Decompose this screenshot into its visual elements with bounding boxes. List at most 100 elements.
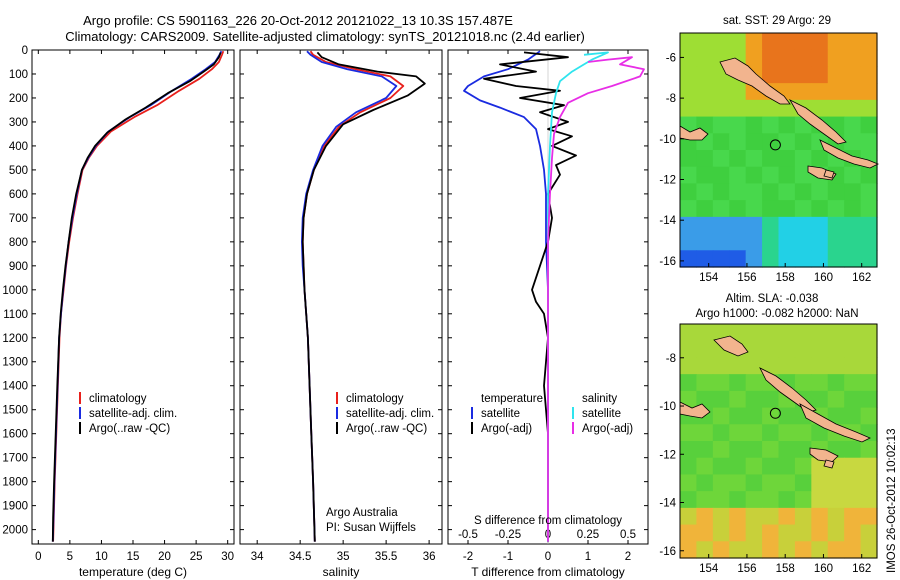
map-cell bbox=[860, 357, 878, 375]
map-cell bbox=[712, 133, 730, 151]
map-y-tick-label: -10 bbox=[659, 134, 676, 146]
map-cell bbox=[794, 133, 812, 151]
island-small-2 bbox=[823, 459, 835, 469]
map-cell bbox=[680, 457, 698, 476]
x-tick-label: 5 bbox=[67, 551, 73, 563]
figure-title-line1: Argo profile: CS 5901163_226 20-Oct-2012… bbox=[83, 13, 513, 28]
map-cell bbox=[811, 374, 829, 392]
map-cell bbox=[844, 200, 862, 218]
sst-map-axes: 154 156 158 160 162 -6 -8 -10 -12 -14 -16 bbox=[659, 52, 871, 284]
map-cell bbox=[729, 116, 747, 134]
map-cell bbox=[680, 424, 698, 442]
map-cell bbox=[811, 250, 829, 268]
map-cell bbox=[729, 183, 747, 201]
map-cell bbox=[680, 541, 698, 559]
map-cell bbox=[827, 524, 845, 542]
legend-climatology-label: climatology bbox=[89, 393, 147, 405]
map-cell bbox=[729, 83, 747, 101]
s-diff-tick-label: 0.25 bbox=[577, 529, 599, 541]
map-cell bbox=[844, 99, 862, 118]
map-cell bbox=[680, 183, 698, 201]
map-cell bbox=[844, 374, 862, 392]
map-cell bbox=[712, 250, 730, 268]
map-cell bbox=[762, 457, 780, 476]
map-cell bbox=[745, 491, 763, 509]
map-cell bbox=[827, 66, 845, 84]
map-y-tick-label: -14 bbox=[659, 215, 676, 227]
map-cell bbox=[778, 441, 796, 459]
sla-map-axes: 154 156 158 160 162 -8 -10 -12 -14 -16 bbox=[659, 353, 871, 575]
legend-satellite-label: satellite-adj. clim. bbox=[89, 408, 177, 420]
depth-tick-label: 900 bbox=[9, 261, 28, 273]
map-cell bbox=[827, 324, 845, 342]
map-cell bbox=[794, 83, 812, 101]
map-cell bbox=[794, 491, 812, 509]
map-cell bbox=[794, 200, 812, 218]
map-x-tick-label: 154 bbox=[699, 272, 719, 284]
map-cell bbox=[762, 340, 780, 359]
x-tick-label: -2 bbox=[463, 551, 473, 563]
map-cell bbox=[762, 233, 780, 251]
map-cell bbox=[729, 424, 747, 442]
series-line bbox=[547, 56, 645, 542]
s-diff-tick-label: 0.5 bbox=[620, 529, 636, 541]
map-cell bbox=[811, 474, 829, 492]
map-cell bbox=[794, 507, 812, 526]
map-y-tick-label: -12 bbox=[659, 175, 676, 187]
map-cell bbox=[680, 524, 698, 542]
map-cell bbox=[729, 33, 747, 51]
map-cell bbox=[778, 324, 796, 342]
temperature-panel: 0100200300400500600700800900100011001200… bbox=[2, 45, 235, 579]
map-cell bbox=[696, 33, 714, 51]
difference-depth-ticks bbox=[448, 49, 648, 531]
s-diff-tick-label: -0.25 bbox=[495, 529, 521, 541]
sla-map-title-line1: Altim. SLA: -0.038 bbox=[726, 293, 819, 305]
map-cell bbox=[762, 541, 780, 559]
map-cell bbox=[844, 233, 862, 251]
legend-t-satellite-label: satellite bbox=[481, 408, 520, 420]
map-cell bbox=[778, 66, 796, 84]
map-cell bbox=[696, 49, 714, 68]
legend-climatology-label: climatology bbox=[346, 393, 404, 405]
map-cell bbox=[794, 474, 812, 492]
map-cell bbox=[811, 200, 829, 218]
map-cell bbox=[680, 216, 698, 235]
map-cell bbox=[762, 150, 780, 168]
map-cell bbox=[844, 116, 862, 134]
island-new-britain bbox=[719, 57, 791, 105]
map-cell bbox=[844, 66, 862, 84]
map-cell bbox=[778, 200, 796, 218]
map-cell bbox=[827, 200, 845, 218]
depth-tick-label: 700 bbox=[9, 213, 28, 225]
map-cell bbox=[811, 357, 829, 375]
temperature-legend: climatology satellite-adj. clim. Argo(..… bbox=[79, 392, 177, 435]
map-cell bbox=[745, 374, 763, 392]
map-cell bbox=[860, 507, 878, 526]
map-cell bbox=[696, 441, 714, 459]
map-cell bbox=[712, 233, 730, 251]
map-cell bbox=[696, 250, 714, 268]
map-cell bbox=[811, 33, 829, 51]
map-cell bbox=[712, 200, 730, 218]
map-cell bbox=[745, 99, 763, 118]
map-cell bbox=[712, 33, 730, 51]
depth-tick-label: 1500 bbox=[2, 405, 28, 417]
map-cell bbox=[794, 524, 812, 542]
map-cell bbox=[778, 116, 796, 134]
map-cell bbox=[729, 233, 747, 251]
t-difference-label: T difference from climatology bbox=[471, 565, 625, 579]
depth-tick-label: 1700 bbox=[2, 453, 28, 465]
map-cell bbox=[745, 390, 763, 409]
difference-panel: -2 -1 0 1 2-0.5 -0.25 0 0.25 0.5 S difference fr… bbox=[447, 49, 649, 579]
depth-tick-label: 1900 bbox=[2, 501, 28, 513]
map-cell bbox=[827, 340, 845, 359]
legend-argo-label: Argo(..raw -QC) bbox=[89, 423, 170, 435]
map-cell bbox=[696, 183, 714, 201]
map-cell bbox=[811, 99, 829, 118]
depth-tick-label: 1000 bbox=[2, 285, 28, 297]
figure-title-line2: Climatology: CARS2009. Satellite-adjuste… bbox=[65, 29, 585, 44]
temperature-plot-frame bbox=[31, 49, 235, 545]
map-cell bbox=[860, 83, 878, 101]
x-tick-label: 1 bbox=[585, 551, 591, 563]
argo-credit-line1: Argo Australia bbox=[326, 507, 398, 519]
